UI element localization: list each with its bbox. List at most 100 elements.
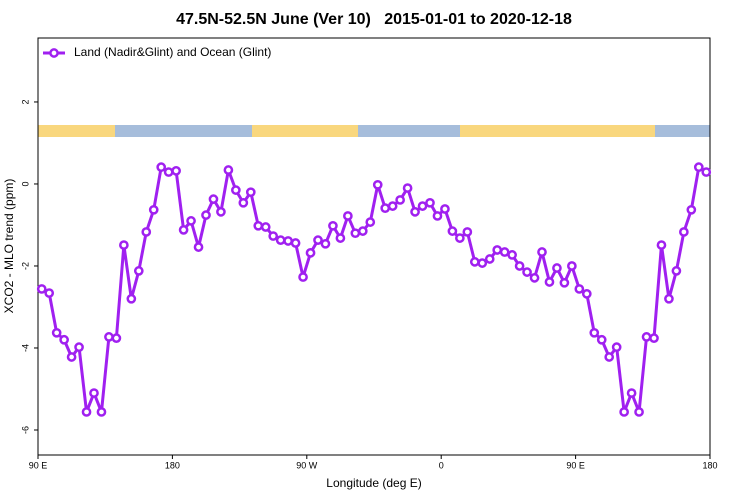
data-point	[328, 220, 338, 231]
x-tick-label: 180	[702, 460, 717, 470]
data-point	[499, 247, 510, 257]
x-tick-label: 90 E	[566, 460, 585, 470]
data-point	[649, 333, 659, 343]
data-point	[156, 162, 167, 173]
x-tick-label: 90 E	[29, 460, 48, 470]
data-point	[141, 227, 152, 237]
data-point	[178, 225, 189, 235]
legend-label: Land (Nadir&Glint) and Ocean (Glint)	[74, 45, 271, 59]
ocean-band	[358, 125, 460, 137]
data-point	[387, 201, 398, 211]
data-point	[477, 258, 488, 268]
y-tick-label: 2	[20, 99, 30, 104]
data-point	[664, 293, 674, 304]
series	[36, 162, 712, 417]
data-point	[589, 327, 600, 338]
plot-frame	[37, 37, 711, 456]
data-point	[462, 227, 473, 237]
data-point	[679, 227, 689, 237]
data-point	[275, 235, 286, 245]
data-point	[313, 235, 323, 245]
data-point	[581, 289, 592, 299]
data-point	[567, 261, 577, 271]
y-tick-label: -6	[20, 426, 30, 434]
x-tick-label: 180	[165, 460, 180, 470]
surface-strip	[38, 125, 710, 137]
data-point	[596, 334, 607, 345]
data-point	[44, 288, 55, 298]
data-point	[507, 250, 517, 260]
data-point	[245, 187, 256, 198]
y-tick-label: -4	[20, 344, 30, 352]
data-point	[365, 217, 376, 227]
data-point	[626, 388, 637, 398]
x-axis-label: Longitude (deg E)	[326, 476, 421, 490]
data-point	[455, 233, 465, 243]
data-point	[216, 207, 226, 217]
land-band	[38, 125, 115, 137]
data-point	[514, 261, 525, 271]
data-point	[671, 266, 682, 276]
data-point	[552, 263, 562, 273]
data-point	[126, 293, 137, 304]
series-line	[41, 165, 708, 414]
data-point	[320, 238, 331, 249]
y-tick-label: 0	[20, 181, 30, 186]
chart-title: 47.5N-52.5N June (Ver 10) 2015-01-01 to …	[176, 11, 572, 28]
data-point	[119, 240, 129, 250]
data-point	[372, 179, 383, 190]
data-point	[432, 211, 443, 221]
data-point	[686, 204, 697, 215]
data-point	[74, 342, 84, 353]
data-point	[469, 257, 480, 267]
data-point	[223, 165, 234, 175]
data-point	[537, 247, 547, 257]
data-point	[283, 236, 293, 246]
data-point	[36, 284, 47, 294]
data-point	[395, 195, 405, 205]
data-point	[611, 342, 622, 353]
data-point	[417, 201, 428, 211]
data-point	[208, 194, 219, 204]
data-point	[133, 266, 144, 276]
land-band	[252, 125, 358, 137]
data-point	[440, 204, 450, 214]
data-point	[89, 388, 99, 398]
data-point	[574, 284, 585, 294]
data-point	[201, 210, 211, 220]
data-point	[305, 248, 316, 258]
data-point	[193, 242, 204, 252]
data-point	[529, 273, 540, 283]
data-point	[171, 165, 181, 176]
data-point	[253, 220, 264, 231]
data-point	[260, 222, 271, 232]
x-tick-label: 0	[439, 460, 444, 470]
data-point	[693, 162, 704, 173]
data-point	[544, 277, 555, 287]
data-point	[335, 233, 346, 243]
data-point	[238, 197, 249, 208]
data-point	[604, 352, 615, 362]
data-point	[148, 204, 159, 215]
data-point	[268, 231, 279, 241]
data-point	[484, 254, 495, 264]
data-point	[380, 203, 391, 214]
ocean-band	[115, 125, 252, 137]
legend-marker	[49, 48, 59, 58]
data-point	[51, 327, 62, 338]
land-band	[460, 125, 655, 137]
data-point	[447, 226, 458, 236]
data-point	[290, 238, 301, 248]
y-axis-label: XCO2 - MLO trend (ppm)	[2, 179, 16, 314]
ocean-band	[655, 125, 710, 137]
data-point	[410, 207, 420, 217]
data-point	[634, 407, 644, 417]
data-point	[66, 352, 77, 362]
data-point	[522, 267, 532, 277]
data-point	[656, 240, 667, 250]
data-point	[619, 407, 629, 417]
data-point	[104, 332, 114, 342]
data-point	[559, 277, 570, 288]
data-point	[59, 334, 69, 345]
data-point	[701, 167, 712, 177]
